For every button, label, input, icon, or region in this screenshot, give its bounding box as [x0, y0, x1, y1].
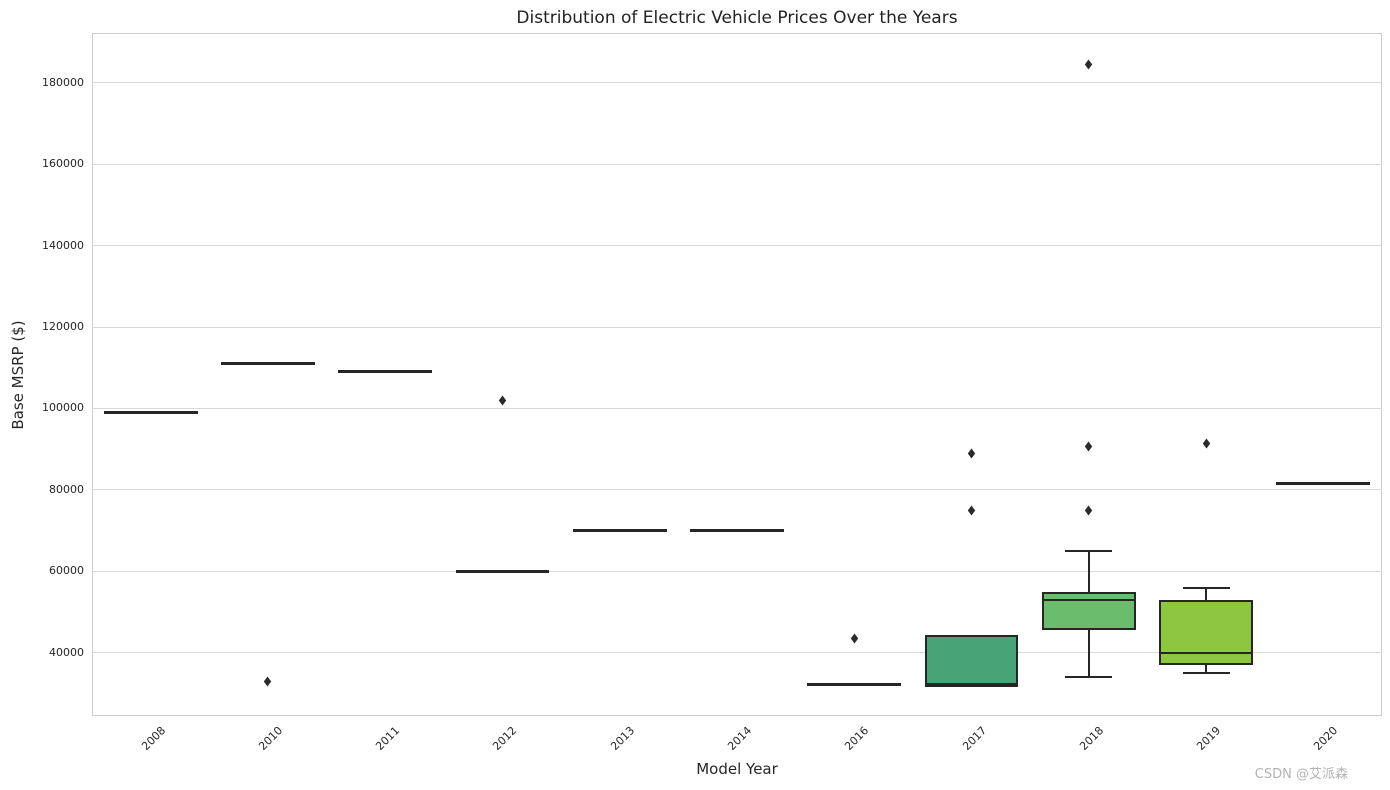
y-tick-label: 160000 — [42, 157, 84, 171]
y-gridline — [92, 82, 1382, 84]
y-tick-label: 40000 — [49, 645, 84, 659]
median-line — [924, 684, 1019, 687]
upper-whisker-cap — [1182, 586, 1230, 589]
y-gridline — [92, 652, 1382, 654]
lower-whisker-cap — [1182, 672, 1230, 675]
box — [924, 635, 1019, 686]
degenerate-box-line — [338, 370, 433, 374]
upper-whisker — [1205, 587, 1208, 600]
box — [1041, 591, 1136, 631]
x-tick-label: 2011 — [373, 724, 403, 753]
x-tick-label: 2014 — [725, 724, 755, 753]
x-axis-label: Model Year — [696, 760, 778, 778]
x-tick-label: 2017 — [959, 724, 989, 753]
degenerate-box-line — [807, 682, 902, 686]
y-gridline — [92, 326, 1382, 328]
upper-whisker — [1087, 550, 1090, 592]
x-tick-label: 2013 — [607, 724, 637, 753]
y-tick-label: 100000 — [42, 401, 84, 415]
y-axis-label: Base MSRP ($) — [9, 320, 27, 430]
degenerate-box-line — [221, 362, 315, 366]
upper-whisker-cap — [1065, 549, 1113, 552]
watermark-text: CSDN @艾派森 — [1254, 767, 1348, 782]
lower-whisker-cap — [1065, 676, 1113, 679]
x-tick-label: 2019 — [1194, 724, 1224, 753]
lower-whisker — [1205, 664, 1208, 674]
x-tick-label: 2016 — [842, 724, 872, 753]
degenerate-box-line — [455, 570, 550, 574]
degenerate-box-line — [690, 529, 784, 533]
y-gridline — [92, 570, 1382, 572]
degenerate-box-line — [572, 529, 667, 533]
degenerate-box-line — [1276, 481, 1371, 485]
y-tick-label: 140000 — [42, 238, 84, 252]
box — [1159, 599, 1253, 665]
x-tick-label: 2018 — [1077, 724, 1107, 753]
x-tick-label: 2008 — [138, 724, 168, 753]
y-tick-label: 60000 — [49, 564, 84, 578]
x-tick-label: 2012 — [490, 724, 520, 753]
y-tick-label: 180000 — [42, 75, 84, 89]
lower-whisker — [1087, 630, 1090, 678]
median-line — [1159, 651, 1253, 655]
chart-title: Distribution of Electric Vehicle Prices … — [516, 8, 958, 28]
y-tick-label: 80000 — [49, 482, 84, 496]
y-gridline — [92, 245, 1382, 247]
degenerate-box-line — [103, 411, 198, 414]
y-gridline — [92, 163, 1382, 165]
y-tick-label: 120000 — [42, 320, 84, 334]
y-gridline — [92, 489, 1382, 491]
x-tick-label: 2010 — [256, 724, 286, 753]
y-gridline — [92, 407, 1382, 409]
x-tick-label: 2020 — [1311, 724, 1341, 753]
median-line — [1041, 598, 1136, 602]
